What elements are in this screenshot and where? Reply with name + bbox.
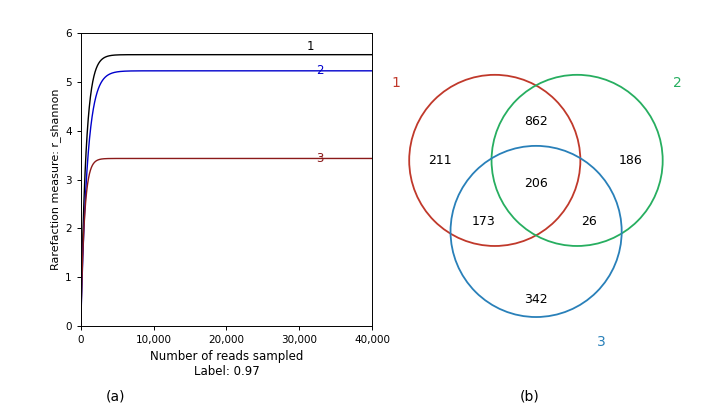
Text: 26: 26 [581,215,597,228]
Text: (b): (b) [520,390,540,404]
Text: 862: 862 [524,115,548,128]
X-axis label: Number of reads sampled
Label: 0.97: Number of reads sampled Label: 0.97 [150,350,303,377]
Text: 1: 1 [392,76,400,91]
Text: 186: 186 [618,154,642,167]
Text: 2: 2 [673,76,682,91]
Y-axis label: Rarefaction measure: r_shannon: Rarefaction measure: r_shannon [50,89,61,270]
Text: 3: 3 [597,335,605,349]
Text: 173: 173 [472,215,496,228]
Text: 3: 3 [316,152,324,165]
Text: 1: 1 [307,40,314,53]
Text: 211: 211 [428,154,451,167]
Text: 342: 342 [524,293,548,306]
Text: 206: 206 [524,177,548,189]
Text: (a): (a) [106,390,126,404]
Text: 2: 2 [316,64,324,78]
